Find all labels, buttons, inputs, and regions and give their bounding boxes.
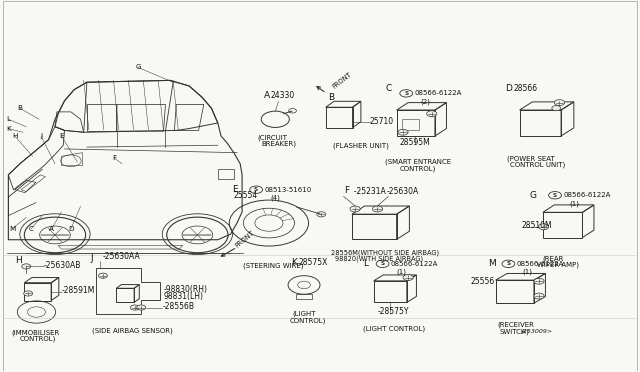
Text: -98830(RH): -98830(RH) (164, 285, 207, 294)
Text: F: F (112, 155, 116, 161)
Text: 08566-6122A: 08566-6122A (415, 90, 462, 96)
Circle shape (554, 100, 564, 106)
Circle shape (403, 275, 413, 280)
Text: F: F (344, 186, 349, 195)
Circle shape (350, 206, 360, 212)
Text: J: J (40, 133, 42, 139)
Text: K: K (291, 258, 297, 267)
Text: (POWER SEAT: (POWER SEAT (507, 155, 555, 161)
Circle shape (534, 278, 544, 284)
Text: S: S (254, 187, 258, 192)
Circle shape (427, 111, 437, 117)
Text: A: A (264, 91, 270, 100)
Circle shape (99, 273, 108, 278)
Text: G: G (529, 191, 536, 200)
Text: B: B (17, 105, 22, 111)
Circle shape (552, 106, 561, 111)
Circle shape (137, 305, 146, 310)
Circle shape (398, 129, 408, 135)
Text: BREAKER): BREAKER) (261, 141, 296, 147)
Text: (2): (2) (420, 98, 430, 105)
Text: 08513-51610: 08513-51610 (264, 187, 312, 193)
Text: 25554: 25554 (234, 191, 258, 200)
Text: S: S (381, 261, 385, 266)
Text: (SMART ENTRANCE: (SMART ENTRANCE (385, 159, 451, 165)
Text: -28556B: -28556B (163, 302, 195, 311)
Text: -25630A: -25630A (387, 187, 419, 196)
Text: (RECEIVER: (RECEIVER (497, 322, 534, 328)
Text: (CIRCUIT: (CIRCUIT (257, 135, 287, 141)
Text: CONTROL UNIT): CONTROL UNIT) (509, 161, 565, 168)
Text: -25630AB: -25630AB (44, 261, 81, 270)
Text: 98831(LH): 98831(LH) (164, 292, 204, 301)
Text: (4): (4) (270, 195, 280, 201)
Circle shape (131, 305, 140, 310)
Text: H: H (12, 133, 17, 139)
Text: G: G (135, 64, 141, 70)
Text: 28556M(WITHOUT SIDE AIRBAG): 28556M(WITHOUT SIDE AIRBAG) (331, 250, 439, 256)
Text: FRONT: FRONT (332, 71, 353, 90)
Text: E: E (59, 133, 63, 139)
Text: (IMMOBILISER: (IMMOBILISER (11, 329, 59, 336)
Text: (STEERING WIRE): (STEERING WIRE) (243, 263, 304, 269)
Text: J: J (90, 254, 93, 263)
Text: M: M (488, 259, 496, 268)
Text: C: C (385, 84, 392, 93)
Text: 24330: 24330 (270, 91, 294, 100)
Text: CONTROL): CONTROL) (290, 317, 326, 324)
Text: -25231A: -25231A (349, 187, 385, 196)
Text: 28510M: 28510M (521, 221, 552, 230)
Text: 28595M: 28595M (400, 138, 431, 147)
Text: 25556: 25556 (470, 277, 494, 286)
Text: 25710: 25710 (369, 117, 394, 126)
Text: -28575Y: -28575Y (378, 307, 409, 316)
Circle shape (534, 293, 544, 299)
Text: (1): (1) (397, 269, 406, 275)
Text: WIPER AMP): WIPER AMP) (537, 262, 579, 268)
Text: A: A (49, 226, 54, 232)
Text: CONTROL): CONTROL) (20, 336, 56, 342)
Text: L: L (6, 116, 10, 122)
Text: H: H (15, 256, 22, 265)
Text: (SIDE AIRBAG SENSOR): (SIDE AIRBAG SENSOR) (92, 327, 173, 334)
Text: 98820(WITH SIDE AIRBAG): 98820(WITH SIDE AIRBAG) (335, 256, 423, 262)
Text: S: S (404, 91, 408, 96)
Text: D: D (505, 84, 512, 93)
Text: (FLASHER UNIT): (FLASHER UNIT) (333, 142, 388, 148)
Text: -25630AA: -25630AA (102, 252, 140, 261)
Circle shape (22, 264, 31, 269)
Text: (REAR: (REAR (542, 255, 564, 262)
Text: 28566: 28566 (513, 84, 538, 93)
Text: 08566-6122A: 08566-6122A (563, 192, 611, 198)
Text: (1): (1) (522, 269, 532, 275)
Text: D: D (68, 226, 74, 232)
Text: C: C (29, 226, 34, 232)
Text: 08566-6122A: 08566-6122A (391, 261, 438, 267)
Circle shape (317, 212, 326, 217)
Text: M: M (9, 226, 15, 232)
Text: FRONT: FRONT (234, 230, 255, 249)
Text: E: E (232, 185, 237, 194)
Text: S: S (506, 261, 511, 266)
Text: SWITCH): SWITCH) (499, 328, 529, 335)
Text: CONTROL): CONTROL) (400, 165, 436, 171)
Text: -28591M: -28591M (61, 286, 95, 295)
Text: 28575X: 28575X (299, 258, 328, 267)
Text: B: B (328, 93, 334, 102)
Text: L: L (364, 259, 369, 268)
Circle shape (538, 224, 548, 230)
Text: 08566-6122A: 08566-6122A (516, 261, 564, 267)
Text: J253009>: J253009> (521, 329, 552, 334)
Text: K: K (6, 126, 11, 132)
Text: S: S (553, 193, 557, 198)
Circle shape (372, 206, 383, 212)
Circle shape (24, 291, 33, 296)
Text: (LIGHT: (LIGHT (292, 311, 316, 317)
Text: (1): (1) (569, 200, 579, 207)
Text: (LIGHT CONTROL): (LIGHT CONTROL) (364, 326, 426, 332)
